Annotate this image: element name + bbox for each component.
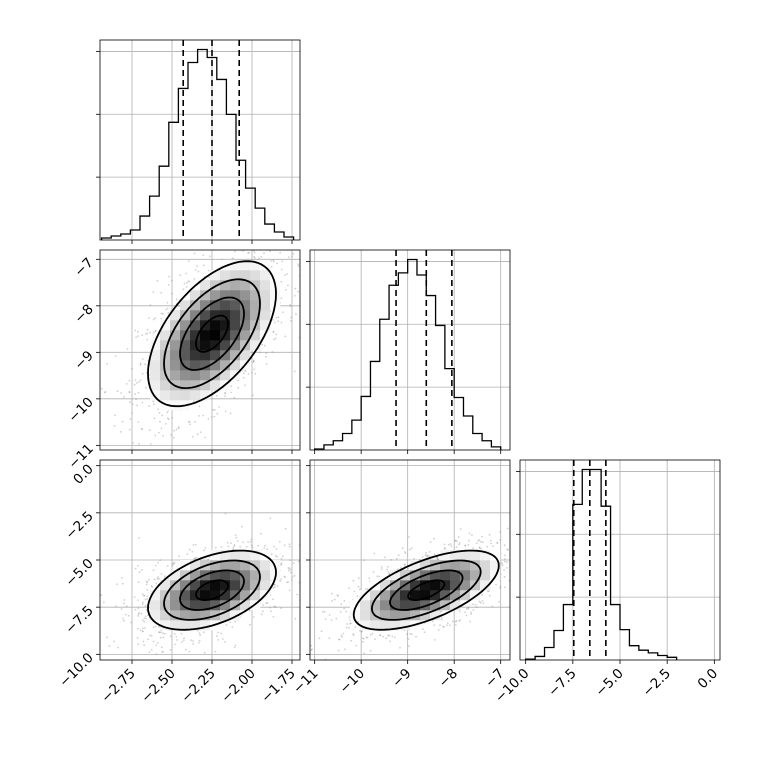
- density-panel-0-2-contour-2: [163, 559, 261, 621]
- density-panel-0-2-xtick-label-1: −2.50: [138, 666, 179, 707]
- density-panel-0-2-ytick-label-2: −5.0: [62, 556, 96, 590]
- density-panel-0-1-contour-0: [195, 314, 229, 353]
- hist-panel-2-xtick-label-1: −7.5: [545, 666, 579, 700]
- density-panel-0-2-ytick-label-1: −7.5: [62, 603, 96, 637]
- density-panel-1-2-contour-2: [370, 559, 482, 621]
- density-panel-0-1-contours: [147, 260, 277, 408]
- hist-panel-2-xtick-label-2: −5.0: [592, 666, 626, 700]
- density-panel-0-2-xtick-label-0: −2.75: [98, 666, 139, 707]
- density-panel-0-1-ytick-label-1: −10: [65, 394, 96, 425]
- density-panel-0-2-xtick-label-2: −2.25: [178, 666, 219, 707]
- density-panel-0-1-density-cells: [150, 260, 281, 411]
- density-panel-1-2-contour-1: [389, 569, 464, 611]
- hist-panel-1-histogram: [314, 258, 502, 450]
- panels-layer: −10.0 −7.5 −5.0 −2.5 0.0−11−10−9−8−7−2.75 −2.…: [56, 39, 722, 707]
- density-panel-1-2-xtick-label-0: −11: [290, 666, 321, 697]
- density-panel-1-2-contour-3: [352, 549, 500, 631]
- density-panel-0-1-contour-3: [147, 260, 277, 408]
- density-panel-0-1-ytick-label-2: −9: [71, 348, 96, 373]
- density-panel-1-2-contour-0: [407, 579, 446, 601]
- density-panel-0-1-contour-2: [163, 278, 261, 390]
- density-panel-1-2-xtick-label-2: −9: [389, 666, 414, 691]
- density-panel-0-2: −2.75 −2.50 −2.25 −2.00 −1.75−10.0−7.5−5.0−2…: [56, 459, 301, 707]
- density-panel-0-2-contour-3: [147, 549, 277, 631]
- density-panel-1-2: −11 −10 −9 −8 −7: [290, 459, 511, 697]
- hist-panel-0: [96, 39, 301, 244]
- hist-panel-2-xtick-label-4: 0.0: [695, 666, 722, 693]
- density-panel-1-2-xtick-label-3: −8: [436, 666, 461, 691]
- hist-panel-2-histogram: [525, 468, 678, 660]
- density-panel-0-1-plot-area: [100, 250, 300, 445]
- hist-panel-2: −10.0 −7.5 −5.0 −2.5 0.0: [492, 459, 722, 706]
- density-panel-0-1-frame: [99, 249, 301, 451]
- density-panel-0-2-ytick-label-0: −10.0: [56, 650, 97, 691]
- density-panel-0-1: −11−10−9−8−7: [65, 249, 301, 472]
- density-panel-0-2-plot-area: [100, 512, 300, 656]
- density-panel-0-2-contours: [147, 549, 277, 631]
- density-panel-1-2-plot-area: [310, 527, 510, 660]
- hist-panel-0-histogram: [100, 48, 295, 240]
- hist-panel-2-xtick-label-3: −2.5: [640, 666, 674, 700]
- density-panel-0-1-ytick-label-3: −8: [71, 301, 96, 326]
- density-panel-1-2-density-cells: [350, 550, 501, 631]
- density-panel-0-2-xtick-label-3: −2.00: [218, 666, 259, 707]
- density-panel-0-2-contour-1: [179, 569, 245, 611]
- density-panel-1-2-contours: [352, 549, 500, 631]
- density-panel-0-2-ytick-label-3: −2.5: [62, 508, 96, 542]
- hist-panel-1: [306, 249, 511, 454]
- density-panel-0-1-ytick-label-4: −7: [71, 255, 96, 280]
- hist-panel-1-frame: [309, 249, 511, 451]
- hist-panel-0-frame: [99, 39, 301, 241]
- density-panel-1-2-xtick-label-1: −10: [337, 666, 368, 697]
- density-panel-0-1-contour-1: [179, 296, 245, 371]
- density-panel-0-2-contour-0: [195, 579, 229, 601]
